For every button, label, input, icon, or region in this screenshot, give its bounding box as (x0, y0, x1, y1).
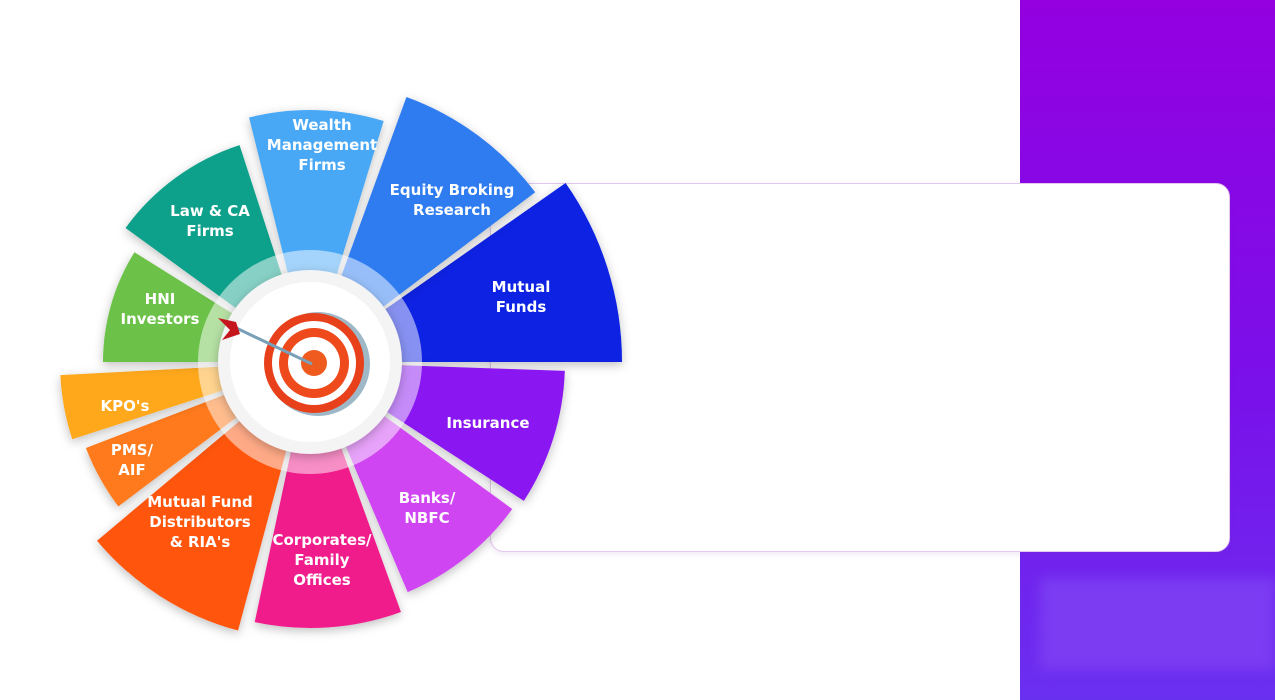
blurred-region (1040, 578, 1275, 670)
content-panel (490, 183, 1230, 552)
segment-label-pms-aif: PMS/AIF (111, 441, 154, 479)
target-with-arrow-icon (218, 270, 402, 454)
segment-label-mutual-fund-distributors: Mutual Fund Distributors & RIA's (147, 493, 253, 551)
segment-label-banks-nbfc: Banks/NBFC (399, 489, 456, 527)
segment-label-mutual-funds: Mutual Funds (492, 278, 551, 316)
segment-label-equity-broking-research: Equity Broking Research (390, 181, 515, 219)
segment-label-corporates-family-offices: Corporates/Family Offices (272, 531, 372, 589)
segment-label-insurance: Insurance (446, 414, 529, 432)
segment-label-wealth-management-firms: Wealth Management Firms (267, 116, 377, 174)
segment-label-law-ca-firms: Law & CA Firms (170, 202, 250, 240)
segment-label-hni-investors: HNI Investors (121, 290, 200, 328)
segment-wealth-management-firms (249, 109, 384, 362)
segment-corporates-family-offices (254, 362, 401, 628)
segment-label-kpos: KPO's (101, 397, 150, 415)
segment-wheel: Mutual Funds Insurance Banks/NBFC Corporates… (60, 97, 622, 631)
